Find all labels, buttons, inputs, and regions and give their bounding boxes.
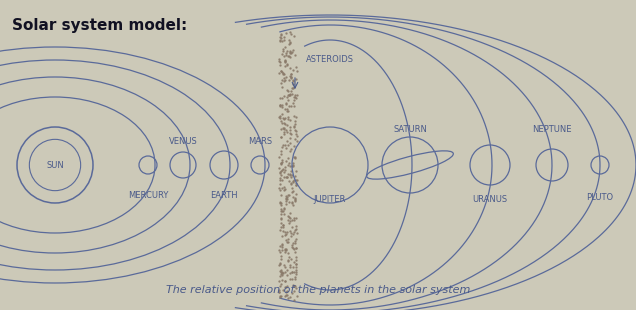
Text: Solar system model:: Solar system model: [12, 18, 187, 33]
Text: JUPITER: JUPITER [314, 196, 346, 205]
Text: SUN: SUN [46, 161, 64, 170]
Text: MARS: MARS [248, 138, 272, 147]
Text: ASTEROIDS: ASTEROIDS [306, 55, 354, 64]
Text: URANUS: URANUS [473, 196, 508, 205]
Text: NEPTUNE: NEPTUNE [532, 126, 572, 135]
Text: The relative position of the planets in the solar system: The relative position of the planets in … [166, 285, 470, 295]
Text: VENUS: VENUS [169, 138, 197, 147]
Text: PLUTO: PLUTO [586, 193, 614, 202]
Text: MERCURY: MERCURY [128, 191, 168, 200]
Text: EARTH: EARTH [210, 191, 238, 200]
Text: SATURN: SATURN [393, 126, 427, 135]
